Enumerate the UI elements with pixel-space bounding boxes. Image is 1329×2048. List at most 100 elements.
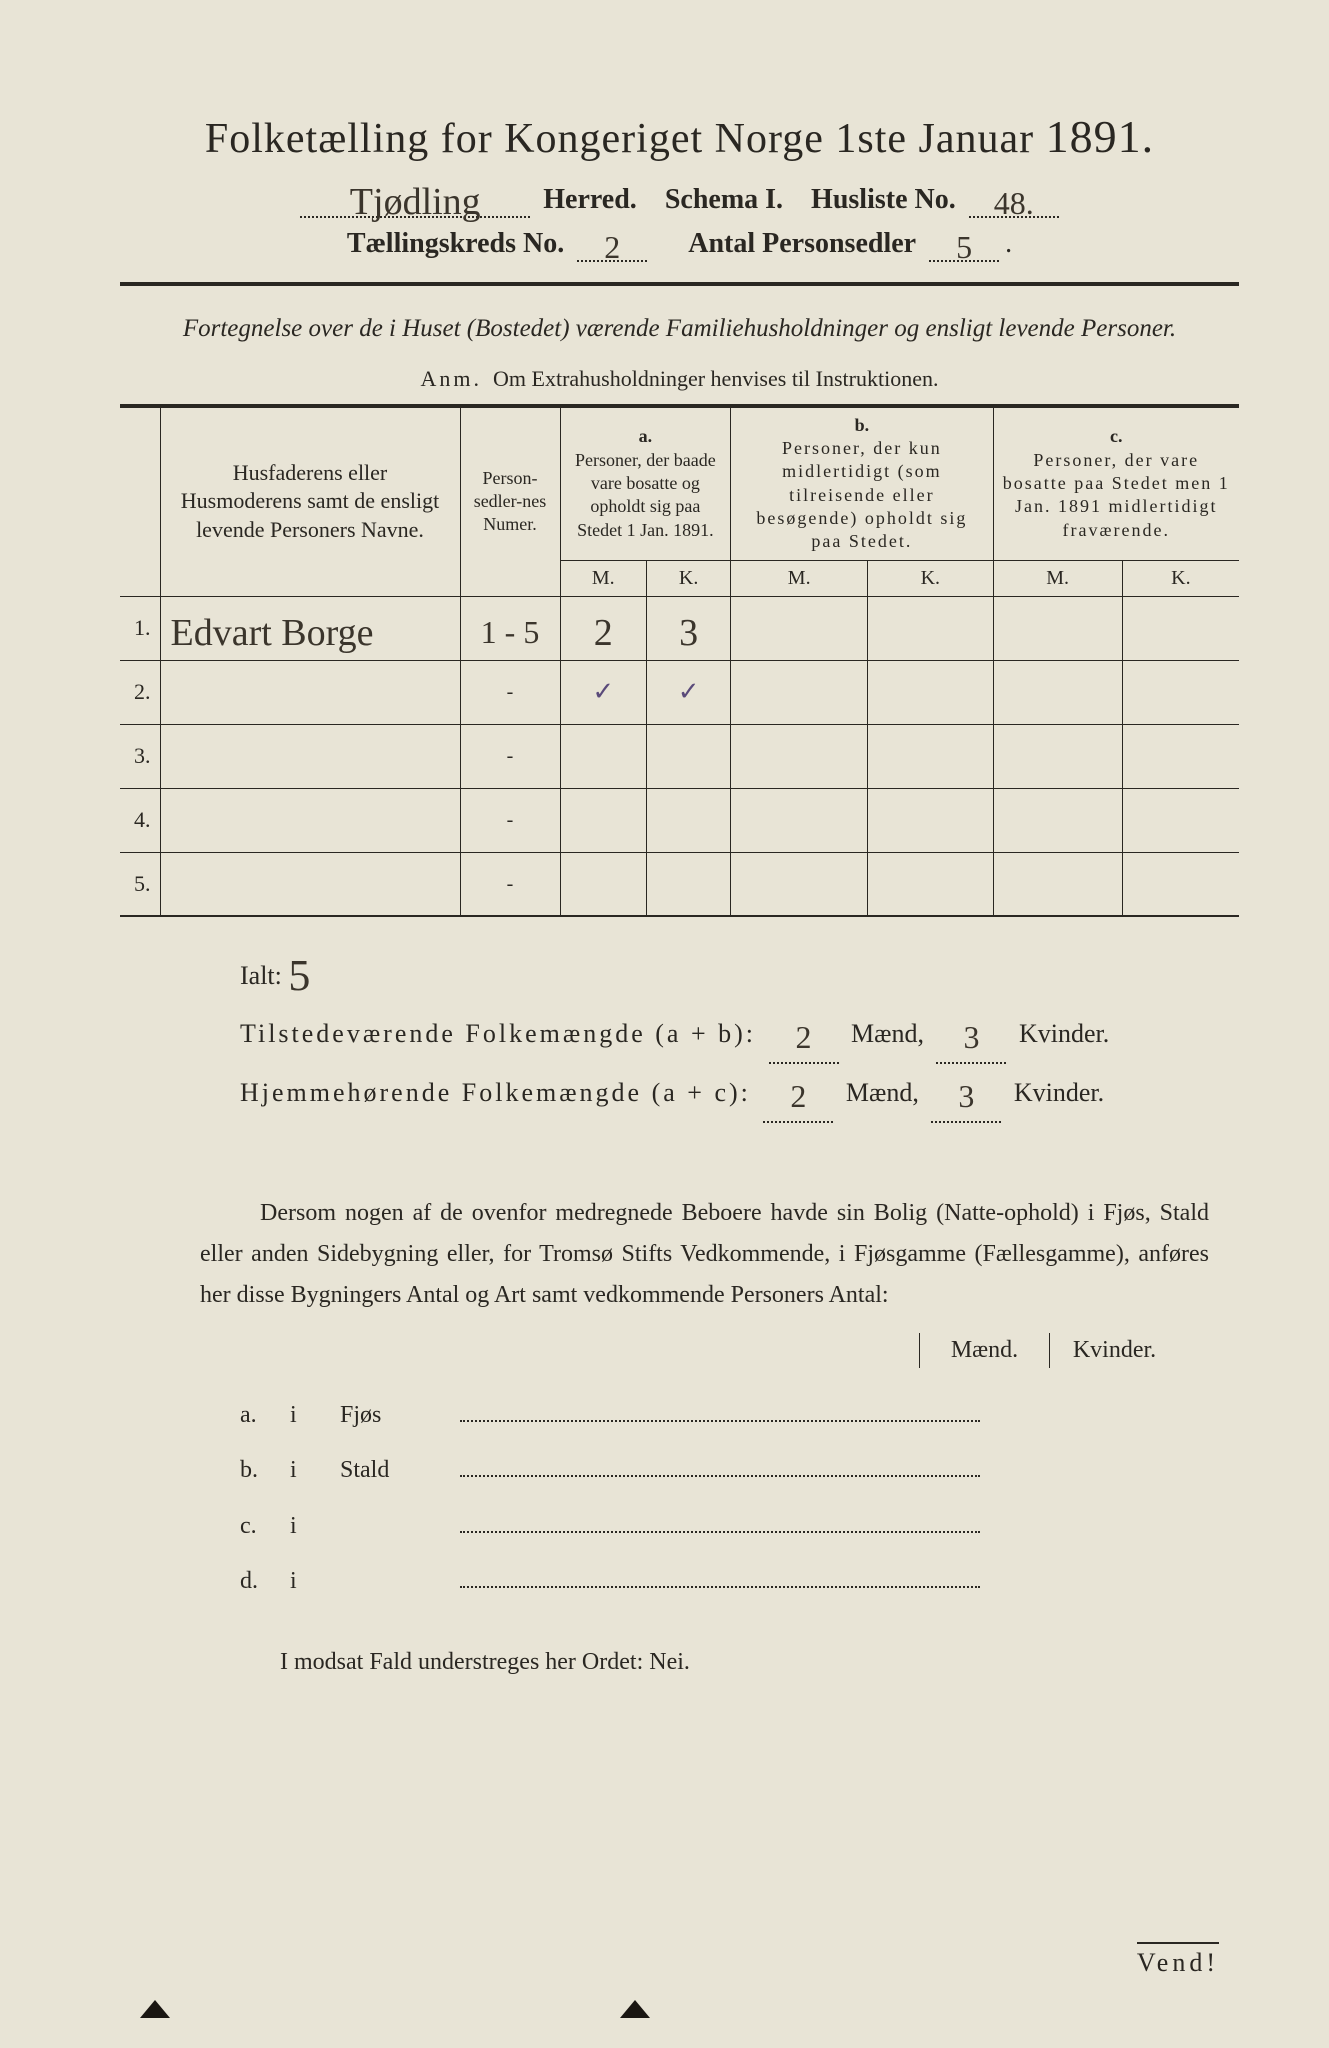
herred-field: Tjødling (300, 181, 530, 218)
abcd-row: a.iFjøs (240, 1388, 1239, 1443)
husliste-value: 48. (994, 185, 1034, 221)
husliste-field: 48. (969, 184, 1059, 218)
row-b-k (868, 724, 993, 788)
ialt-value: 5 (288, 951, 310, 1000)
col-num-text: Person-sedler-nes Numer. (469, 467, 552, 537)
abcd-letter: b. (240, 1443, 290, 1498)
antal-value: 5 (956, 229, 972, 265)
b-k: K. (868, 560, 993, 596)
row-b-k (868, 788, 993, 852)
col-num-header: Person-sedler-nes Numer. (460, 406, 560, 597)
paragraph-text: Dersom nogen af de ovenfor medregnede Be… (200, 1200, 1209, 1308)
abcd-letter: a. (240, 1388, 290, 1443)
abcd-label: Stald (340, 1443, 460, 1498)
hjemme-mlab: Mænd, (846, 1078, 919, 1107)
abcd-dots (460, 1420, 980, 1422)
kreds-field: 2 (577, 228, 647, 262)
abcd-letter: c. (240, 1499, 290, 1554)
totals-block: Ialt: 5 Tilstedeværende Folkemængde (a +… (120, 947, 1239, 1123)
tilstede-label: Tilstedeværende Folkemængde (a + b): (240, 1005, 756, 1062)
tilstede-k: 3 (963, 1019, 979, 1055)
nei-line: I modsat Fald understreges her Ordet: Ne… (120, 1649, 1239, 1676)
col-a-text: Personer, der baade vare bosatte og opho… (575, 450, 716, 540)
row-a-m (560, 852, 646, 916)
abcd-dots (460, 1531, 980, 1533)
vend-label: Vend! (1137, 1942, 1219, 1978)
divider-top (120, 282, 1239, 286)
table-row: 2.-✓✓ (120, 660, 1239, 724)
row-b-m (731, 660, 868, 724)
subtitle: Fortegnelse over de i Huset (Bostedet) v… (180, 310, 1179, 348)
antal-field: 5 (929, 228, 999, 262)
b-m: M. (731, 560, 868, 596)
page-tear-mid (620, 2000, 650, 2018)
census-form-page: Folketælling for Kongeriget Norge 1ste J… (0, 0, 1329, 2048)
header-line-3: Tællingskreds No. 2 Antal Personsedler 5… (120, 228, 1239, 262)
abcd-row: b.iStald (240, 1443, 1239, 1498)
a-k: K. (646, 560, 730, 596)
row-c-k (1122, 660, 1239, 724)
abcd-label: Fjøs (340, 1388, 460, 1443)
row-name (160, 788, 460, 852)
table-row: 5.- (120, 852, 1239, 916)
row-c-k (1122, 724, 1239, 788)
row-num: 4. (120, 788, 160, 852)
herred-label: Herred. (543, 184, 637, 215)
a-m: M. (560, 560, 646, 596)
mk-m-label: Mænd. (919, 1333, 1049, 1368)
table-row: 4.- (120, 788, 1239, 852)
row-c-m (993, 724, 1122, 788)
abcd-dots (460, 1475, 980, 1477)
schema-label: Schema I. (665, 184, 783, 215)
tilstede-mlab: Mænd, (851, 1019, 924, 1048)
table-row: 1.Edvart Borge1 - 523 (120, 596, 1239, 660)
husliste-label: Husliste No. (811, 184, 956, 215)
table-row: 3. - (120, 724, 1239, 788)
col-b-text: Personer, der kun midlertidigt (som tilr… (756, 438, 967, 552)
c-m: M. (993, 560, 1122, 596)
page-tear-left (140, 2000, 170, 2018)
c-k: K. (1122, 560, 1239, 596)
row-name (160, 660, 460, 724)
tilstede-m: 2 (796, 1019, 812, 1055)
main-table: Husfaderens eller Husmoderens samt de en… (120, 404, 1239, 918)
header-line-2: Tjødling Herred. Schema I. Husliste No. … (120, 181, 1239, 218)
abcd-i: i (290, 1499, 340, 1554)
row-name: Edvart Borge (160, 596, 460, 660)
row-b-m (731, 724, 868, 788)
abcd-row: d.i (240, 1554, 1239, 1609)
abcd-i: i (290, 1388, 340, 1443)
kreds-label: Tællingskreds No. (347, 228, 564, 259)
kreds-value: 2 (604, 229, 620, 265)
abcd-row: c.i (240, 1499, 1239, 1554)
row-sedler: - (460, 660, 560, 724)
row-a-k (646, 724, 730, 788)
row-c-k (1122, 788, 1239, 852)
row-a-k: ✓ (646, 660, 730, 724)
row-sedler: - (460, 724, 560, 788)
row-b-k (868, 596, 993, 660)
anm-prefix: Anm. (421, 366, 483, 391)
abcd-i: i (290, 1554, 340, 1609)
herred-value: Tjødling (350, 181, 481, 223)
row-a-k (646, 788, 730, 852)
col-b-header: b. Personer, der kun midlertidigt (som t… (731, 406, 993, 561)
title-text: Folketælling for Kongeriget Norge 1ste J… (205, 116, 1034, 162)
row-num: 2. (120, 660, 160, 724)
row-a-m: ✓ (560, 660, 646, 724)
abcd-dots (460, 1586, 980, 1588)
row-a-k: 3 (646, 596, 730, 660)
abcd-block: a.iFjøsb.iStaldc.id.i (120, 1388, 1239, 1609)
row-num: 3. (120, 724, 160, 788)
col-c-header: c. Personer, der vare bosatte paa Stedet… (993, 406, 1239, 561)
row-b-m (731, 596, 868, 660)
ialt-label: Ialt: (240, 961, 282, 990)
hjemme-k: 3 (958, 1078, 974, 1114)
row-c-m (993, 660, 1122, 724)
row-c-m (993, 596, 1122, 660)
page-title: Folketælling for Kongeriget Norge 1ste J… (120, 110, 1239, 163)
row-sedler: 1 - 5 (460, 596, 560, 660)
abcd-i: i (290, 1443, 340, 1498)
col-c-text: Personer, der vare bosatte paa Stedet me… (1003, 450, 1230, 540)
row-a-k (646, 852, 730, 916)
